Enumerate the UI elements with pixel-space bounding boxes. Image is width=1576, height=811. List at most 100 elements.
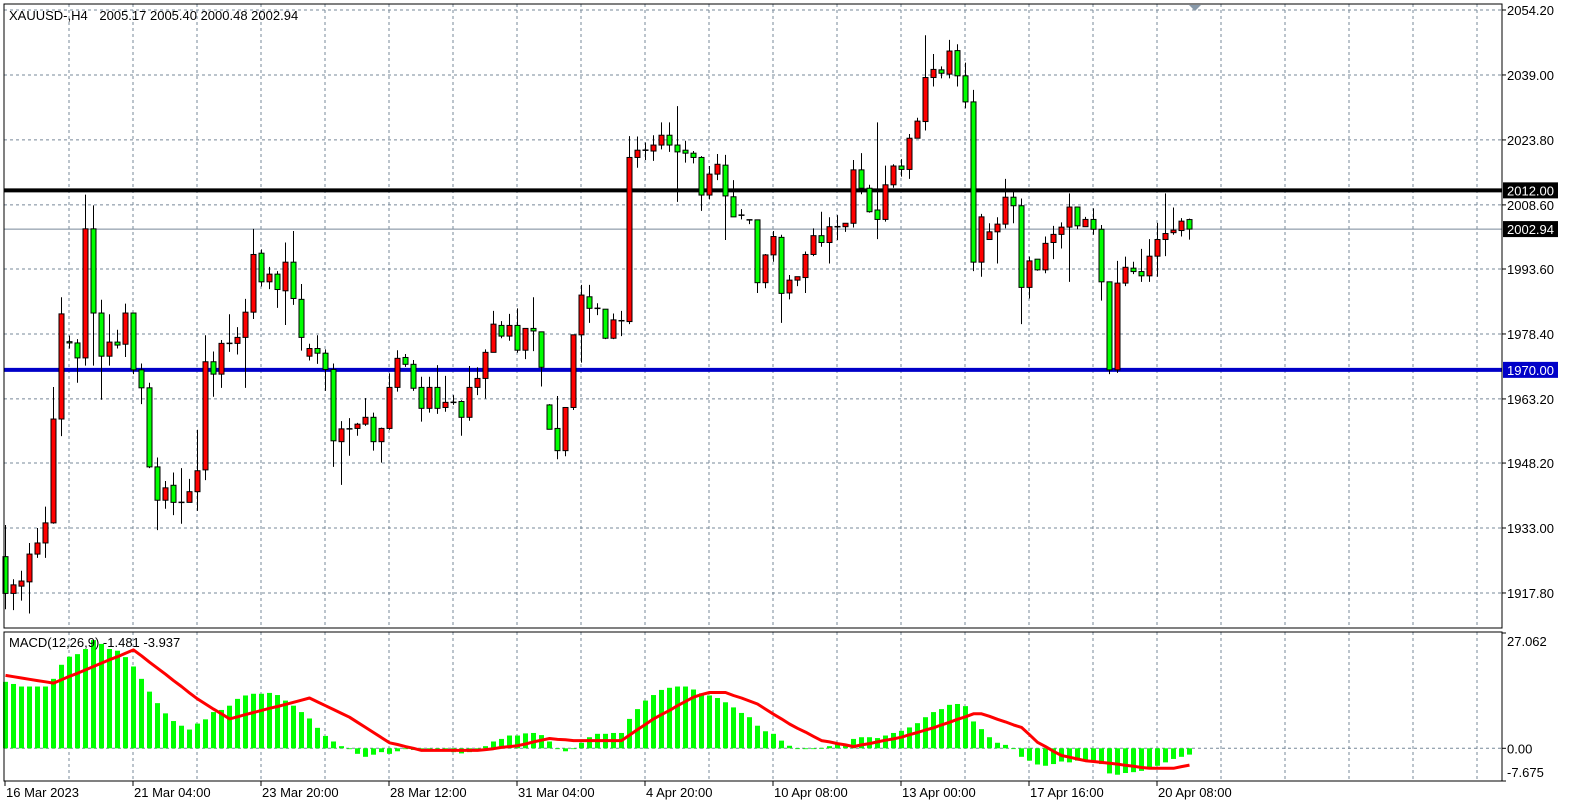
macd-histogram-bar <box>51 678 56 749</box>
macd-histogram-bar <box>899 730 904 749</box>
candle <box>402 354 409 367</box>
candle <box>818 211 825 247</box>
candle-body <box>818 235 825 244</box>
candle <box>1114 260 1121 373</box>
candle <box>1018 198 1025 325</box>
candle <box>1122 256 1129 287</box>
candle <box>706 166 713 200</box>
candle <box>562 406 569 457</box>
macd-histogram-bar <box>995 742 1000 749</box>
candle <box>538 331 545 387</box>
candle-body <box>10 584 17 594</box>
candle <box>858 153 865 195</box>
candle-body <box>362 416 369 425</box>
candle <box>18 570 25 601</box>
candle <box>346 418 353 456</box>
macd-histogram-bar <box>83 649 88 749</box>
macd-histogram-bar <box>1011 748 1016 750</box>
macd-histogram-bar <box>659 689 664 749</box>
candle-body <box>274 273 281 291</box>
macd-histogram-bar <box>291 705 296 749</box>
candle-body <box>170 484 177 503</box>
candle <box>514 308 521 353</box>
candle <box>2 525 9 610</box>
candle <box>58 297 65 437</box>
candle <box>970 89 977 272</box>
candle <box>258 249 265 287</box>
candle-body <box>1010 196 1017 207</box>
candle-body <box>722 164 729 197</box>
candle-body <box>466 386 473 418</box>
candle <box>1042 236 1049 274</box>
candle <box>330 363 337 467</box>
candle <box>658 122 665 150</box>
time-axis-label: 21 Mar 04:00 <box>134 785 211 800</box>
candle-body <box>1114 282 1121 371</box>
candle-body <box>386 386 393 429</box>
candle-body <box>66 341 73 344</box>
macd-histogram-bar <box>515 735 520 749</box>
macd-histogram-bar <box>499 738 504 749</box>
chart-shift-marker-icon[interactable] <box>1189 5 1201 11</box>
time-axis-label: 23 Mar 20:00 <box>262 785 339 800</box>
candle-body <box>514 324 521 351</box>
macd-histogram-bar <box>931 712 936 749</box>
candle <box>170 472 177 516</box>
candle-body <box>282 261 289 292</box>
candle <box>50 386 57 524</box>
candle <box>1170 207 1177 235</box>
main-pane-border <box>3 3 1503 629</box>
candle-body <box>890 165 897 186</box>
macd-histogram-bar <box>139 678 144 749</box>
candle-body <box>730 196 737 218</box>
macd-histogram-bar <box>187 729 192 749</box>
candle-body <box>986 231 993 241</box>
candle-body <box>1186 219 1193 230</box>
candle <box>762 254 769 289</box>
macd-histogram-bar <box>763 731 768 749</box>
candle <box>1106 281 1113 375</box>
candle-body <box>1026 260 1033 288</box>
candle <box>1154 222 1161 277</box>
candle-body <box>706 173 713 196</box>
candle <box>930 54 937 87</box>
candle <box>386 373 393 430</box>
candle <box>178 468 185 524</box>
time-axis-label: 4 Apr 20:00 <box>646 785 713 800</box>
candle <box>1002 178 1009 229</box>
symbol-timeframe: XAUUSD-,H4 <box>9 8 88 23</box>
price-tick-label: 2008.60 <box>1507 198 1554 213</box>
macd-histogram-bar <box>283 700 288 749</box>
macd-histogram-bar <box>1179 748 1184 757</box>
macd-histogram-bar <box>267 692 272 749</box>
candle-body <box>290 261 297 299</box>
candle-body <box>906 137 913 170</box>
candle-body <box>698 156 705 196</box>
candle-body <box>354 423 361 429</box>
candle-body <box>866 187 873 213</box>
candle-body <box>50 418 57 524</box>
macd-histogram-bar <box>547 741 552 749</box>
candle-body <box>810 235 817 255</box>
macd-histogram-bar <box>923 717 928 749</box>
candle-body <box>682 149 689 154</box>
candle <box>794 276 801 287</box>
macd-histogram-bar <box>1155 748 1160 766</box>
level-price-label: 1970.00 <box>1507 363 1554 378</box>
macd-histogram-bar <box>859 737 864 749</box>
candle-body <box>1098 228 1105 283</box>
candle <box>154 457 161 531</box>
candle <box>434 365 441 414</box>
candle-body <box>914 120 921 139</box>
macd-histogram-bar <box>507 735 512 749</box>
candle <box>362 398 369 426</box>
candle <box>690 151 697 164</box>
macd-histogram-bar <box>579 742 584 749</box>
macd-histogram-bar <box>35 686 40 749</box>
macd-histogram-bar <box>243 695 248 749</box>
candle <box>418 376 425 422</box>
macd-histogram-bar <box>107 649 112 749</box>
macd-histogram-bar <box>75 654 80 749</box>
candle <box>186 478 193 503</box>
